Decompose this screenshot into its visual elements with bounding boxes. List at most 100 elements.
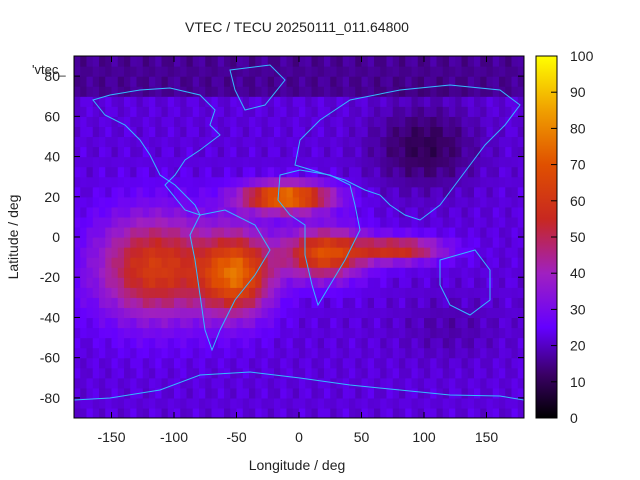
heatmap-cell bbox=[117, 397, 125, 409]
heatmap-cell bbox=[180, 106, 188, 117]
heatmap-cell bbox=[367, 176, 375, 188]
heatmap-cell bbox=[255, 337, 263, 349]
heatmap-cell bbox=[499, 397, 506, 409]
heatmap-cell bbox=[417, 56, 425, 67]
heatmap-cell bbox=[386, 146, 394, 158]
heatmap-cell bbox=[505, 357, 513, 369]
heatmap-cell bbox=[124, 277, 131, 288]
heatmap-cell bbox=[92, 267, 100, 278]
heatmap-cell bbox=[355, 206, 363, 218]
heatmap-cell bbox=[249, 76, 256, 87]
heatmap-cell bbox=[417, 307, 425, 319]
heatmap-cell bbox=[392, 86, 400, 97]
heatmap-cell bbox=[199, 56, 206, 67]
heatmap-cell bbox=[192, 367, 200, 379]
heatmap-cell bbox=[324, 237, 331, 248]
heatmap-cell bbox=[192, 166, 200, 178]
heatmap-cell bbox=[80, 297, 88, 308]
heatmap-cell bbox=[486, 86, 494, 97]
heatmap-cell bbox=[492, 216, 500, 228]
heatmap-cell bbox=[74, 397, 81, 409]
heatmap-cell bbox=[355, 367, 363, 379]
coastline-overlay bbox=[74, 64, 524, 401]
heatmap-cell bbox=[349, 226, 356, 238]
heatmap-cell bbox=[230, 116, 238, 127]
heatmap-cell bbox=[217, 257, 225, 268]
heatmap-cell bbox=[380, 367, 388, 379]
heatmap-cell bbox=[411, 247, 419, 258]
heatmap-cell bbox=[467, 106, 475, 117]
heatmap-cell bbox=[74, 176, 81, 188]
heatmap-cell bbox=[455, 166, 463, 178]
heatmap-cell bbox=[517, 206, 524, 218]
heatmap-cell bbox=[455, 347, 463, 359]
heatmap-cell bbox=[80, 337, 88, 349]
heatmap-cell bbox=[174, 176, 181, 188]
heatmap-cell bbox=[361, 216, 369, 228]
heatmap-cell bbox=[255, 377, 263, 389]
heatmap-cell bbox=[249, 277, 256, 288]
heatmap-cell bbox=[486, 327, 494, 339]
heatmap-cell bbox=[230, 86, 238, 97]
heatmap-cell bbox=[249, 136, 256, 148]
heatmap-cell bbox=[330, 387, 338, 399]
heatmap-cell bbox=[442, 237, 450, 248]
heatmap-cell bbox=[136, 407, 144, 418]
heatmap-cell bbox=[286, 247, 294, 258]
heatmap-cell bbox=[349, 367, 356, 379]
heatmap-cell bbox=[336, 317, 344, 329]
heatmap-cell bbox=[236, 166, 244, 178]
heatmap-cell bbox=[311, 66, 319, 77]
heatmap-cell bbox=[511, 186, 519, 198]
heatmap-cell bbox=[499, 156, 506, 168]
heatmap-cell bbox=[342, 216, 350, 228]
heatmap-cell bbox=[167, 407, 175, 418]
heatmap-cell bbox=[86, 76, 94, 87]
heatmap-cell bbox=[74, 106, 81, 117]
heatmap-cell bbox=[99, 116, 106, 127]
heatmap-cell bbox=[174, 317, 181, 329]
heatmap-cell bbox=[336, 106, 344, 117]
heatmap-cell bbox=[124, 257, 131, 268]
heatmap-cell bbox=[386, 126, 394, 138]
heatmap-cell bbox=[199, 206, 206, 218]
heatmap-cell bbox=[374, 186, 381, 198]
heatmap-cell bbox=[211, 277, 219, 288]
heatmap-cell bbox=[236, 307, 244, 319]
heatmap-cell bbox=[380, 166, 388, 178]
heatmap-cell bbox=[349, 317, 356, 329]
heatmap-cell bbox=[261, 357, 269, 369]
heatmap-cell bbox=[405, 76, 413, 87]
heatmap-cell bbox=[186, 347, 194, 359]
heatmap-cell bbox=[286, 377, 294, 389]
heatmap-cell bbox=[86, 297, 94, 308]
heatmap-cell bbox=[242, 116, 250, 127]
heatmap-cell bbox=[236, 317, 244, 329]
heatmap-cell bbox=[467, 387, 475, 399]
heatmap-cell bbox=[286, 206, 294, 218]
heatmap-cell bbox=[86, 146, 94, 158]
heatmap-cell bbox=[292, 156, 300, 168]
heatmap-cell bbox=[467, 317, 475, 329]
heatmap-cell bbox=[299, 126, 306, 138]
heatmap-cell bbox=[480, 86, 488, 97]
heatmap-cell bbox=[211, 146, 219, 158]
heatmap-cell bbox=[299, 377, 306, 389]
heatmap-cell bbox=[155, 397, 163, 409]
heatmap-cell bbox=[274, 397, 281, 409]
heatmap-cell bbox=[361, 196, 369, 208]
heatmap-cell bbox=[280, 237, 288, 248]
heatmap-cell bbox=[511, 237, 519, 248]
heatmap-cell bbox=[299, 267, 306, 278]
heatmap-cell bbox=[342, 96, 350, 107]
heatmap-cell bbox=[367, 267, 375, 278]
heatmap-cell bbox=[517, 257, 524, 268]
heatmap-cell bbox=[361, 206, 369, 218]
heatmap-cell bbox=[474, 337, 481, 349]
heatmap-cell bbox=[99, 76, 106, 87]
heatmap-cell bbox=[236, 106, 244, 117]
heatmap-cell bbox=[311, 387, 319, 399]
heatmap-cell bbox=[517, 166, 524, 178]
heatmap-cell bbox=[305, 407, 313, 418]
heatmap-cell bbox=[130, 116, 138, 127]
